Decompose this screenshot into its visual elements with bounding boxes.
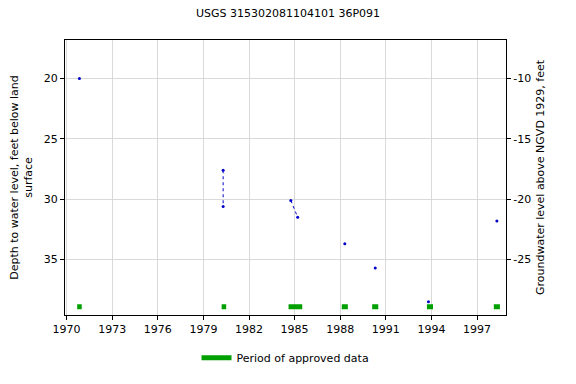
svg-text:30: 30 bbox=[44, 193, 58, 206]
svg-text:-20: -20 bbox=[513, 193, 531, 206]
svg-text:25: 25 bbox=[44, 133, 58, 146]
svg-text:35: 35 bbox=[44, 253, 58, 266]
svg-text:-25: -25 bbox=[513, 253, 531, 266]
svg-text:1982: 1982 bbox=[235, 323, 263, 336]
svg-text:1976: 1976 bbox=[144, 323, 172, 336]
svg-text:1994: 1994 bbox=[417, 323, 445, 336]
svg-text:Period of approved data: Period of approved data bbox=[237, 352, 369, 365]
svg-text:1970: 1970 bbox=[53, 323, 81, 336]
svg-text:-10: -10 bbox=[513, 72, 531, 85]
svg-text:1985: 1985 bbox=[281, 323, 309, 336]
svg-text:1997: 1997 bbox=[463, 323, 491, 336]
svg-text:-15: -15 bbox=[513, 133, 531, 146]
svg-text:USGS 315302081104101 36P091: USGS 315302081104101 36P091 bbox=[196, 7, 380, 20]
svg-text:1988: 1988 bbox=[326, 323, 354, 336]
svg-text:1973: 1973 bbox=[98, 323, 126, 336]
svg-text:1991: 1991 bbox=[372, 323, 400, 336]
svg-text:20: 20 bbox=[44, 72, 58, 85]
svg-text:1979: 1979 bbox=[189, 323, 217, 336]
svg-text:Depth to water level, feet bel: Depth to water level, feet below landsur… bbox=[8, 75, 35, 280]
svg-text:Groundwater level above NGVD 1: Groundwater level above NGVD 1929, feet bbox=[534, 59, 547, 295]
